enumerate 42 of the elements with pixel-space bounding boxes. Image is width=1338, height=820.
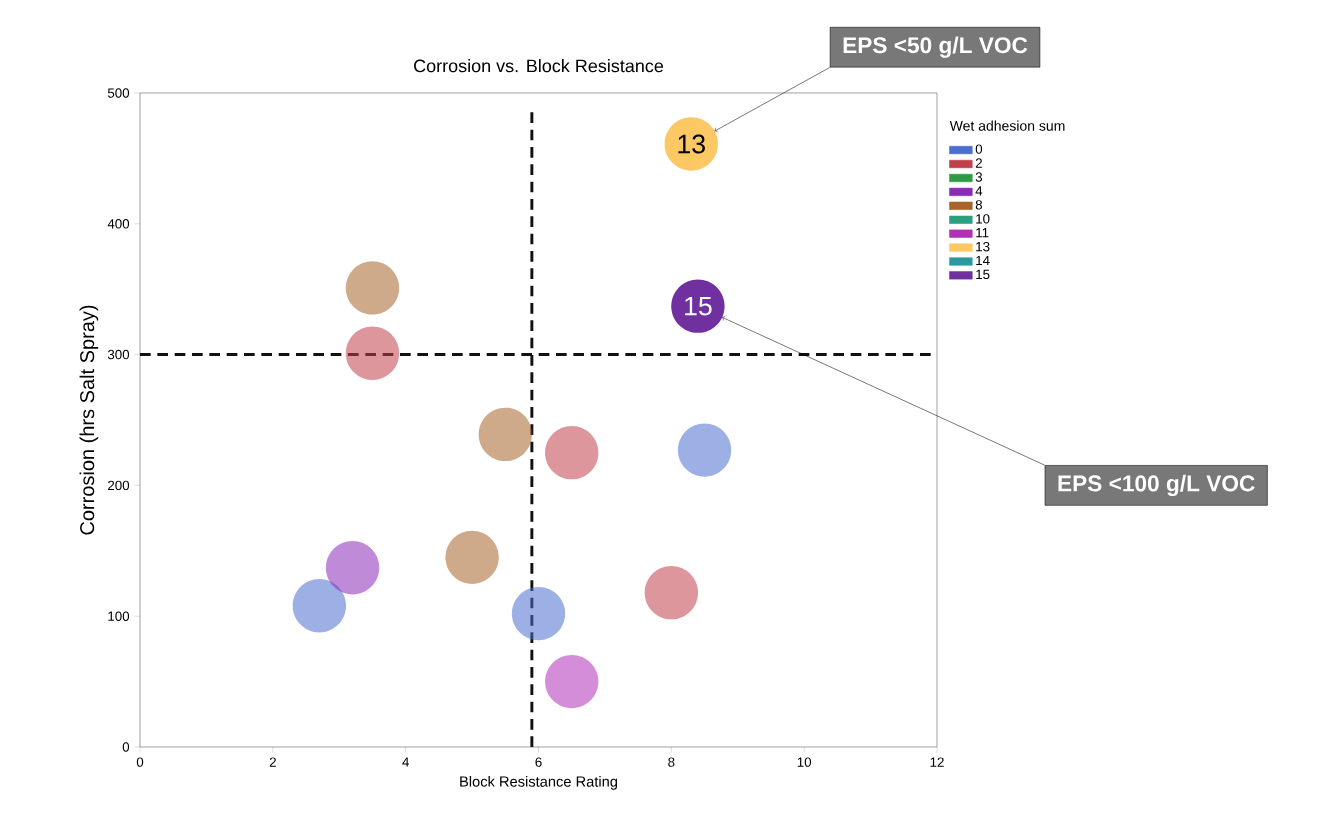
chart-title: Corrosion vs. Block Resistance — [414, 59, 664, 73]
x-tick-label: 10 — [797, 757, 812, 767]
text: EPS <50 g/L VOC — [843, 36, 1028, 58]
legend-label: 3 — [975, 172, 983, 182]
x-tick-label: 4 — [402, 757, 409, 767]
legend-title: Wet adhesion sum — [949, 120, 1065, 131]
y-tick-label: 400 — [107, 219, 130, 229]
annotation: 15 — [685, 296, 712, 316]
legend-label: 10 — [976, 214, 990, 224]
x-tick-label: 8 — [668, 757, 675, 767]
point — [292, 579, 346, 633]
point — [545, 426, 599, 480]
point — [345, 326, 400, 380]
y-tick-label: 100 — [108, 611, 130, 621]
y-tick-label: 200 — [108, 480, 130, 491]
x-tick-label: 0 — [136, 757, 144, 767]
y-tick-label: 500 — [107, 88, 130, 98]
point — [644, 565, 699, 620]
point — [445, 530, 499, 584]
text: EPS <100 g/L VOC — [1058, 474, 1255, 497]
point — [325, 541, 380, 595]
point — [478, 407, 532, 462]
x-tick-label: 12 — [930, 757, 944, 767]
x-tick-label: 2 — [269, 757, 276, 767]
point — [545, 654, 599, 709]
legend-label: 0 — [975, 144, 983, 154]
point — [345, 261, 400, 315]
y-tick-label: 300 — [107, 349, 130, 360]
annotation: 13 — [678, 134, 705, 154]
point — [677, 423, 732, 477]
legend-label: 2 — [975, 158, 982, 168]
legend-label: 11 — [976, 228, 989, 238]
legend-label: 13 — [976, 241, 990, 252]
legend-label: 15 — [976, 269, 990, 280]
x-axis-title: Block Resistance Rating — [460, 775, 618, 790]
point — [511, 586, 566, 641]
legend-label: 4 — [975, 186, 983, 196]
y-axis-title: Corrosion (hrs Salt Spray) — [79, 305, 99, 535]
x-tick-label: 6 — [535, 757, 542, 767]
legend-label: 14 — [976, 255, 990, 266]
y-tick-label: 0 — [122, 742, 130, 752]
legend-label: 8 — [975, 200, 983, 210]
